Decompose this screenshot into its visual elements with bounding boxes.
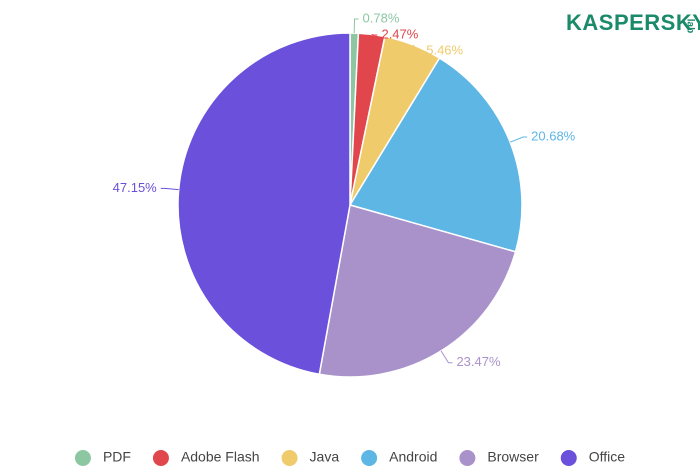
leader-line xyxy=(371,33,378,36)
legend-label: Android xyxy=(389,449,437,465)
pie-slice xyxy=(177,32,351,376)
data-label: 0.78% xyxy=(363,10,400,25)
data-label: 20.68% xyxy=(531,128,576,143)
data-label: 5.46% xyxy=(426,42,463,57)
leader-line xyxy=(440,350,453,364)
legend-marker xyxy=(459,450,476,466)
leader-line xyxy=(509,136,528,143)
legend-marker xyxy=(281,450,298,466)
leader-line xyxy=(160,187,179,191)
brand-name: KASPERSKY xyxy=(566,10,700,35)
pie-slice xyxy=(348,57,523,253)
legend-label: Browser xyxy=(487,449,539,465)
data-label: 47.15% xyxy=(113,180,158,195)
legend-marker xyxy=(74,450,91,466)
legend-marker xyxy=(152,450,169,466)
leader-line xyxy=(412,44,423,52)
legend-marker xyxy=(361,450,378,466)
brand-suffix: lab xyxy=(684,19,695,33)
legend-label: Office xyxy=(589,449,626,465)
legend-label: PDF xyxy=(103,449,131,465)
data-label: 23.47% xyxy=(456,354,501,369)
data-label: 2.47% xyxy=(381,26,418,41)
legend-marker xyxy=(560,450,577,466)
legend-label: Adobe Flash xyxy=(181,449,260,465)
legend-label: Java xyxy=(310,449,340,465)
leader-line xyxy=(353,18,359,34)
